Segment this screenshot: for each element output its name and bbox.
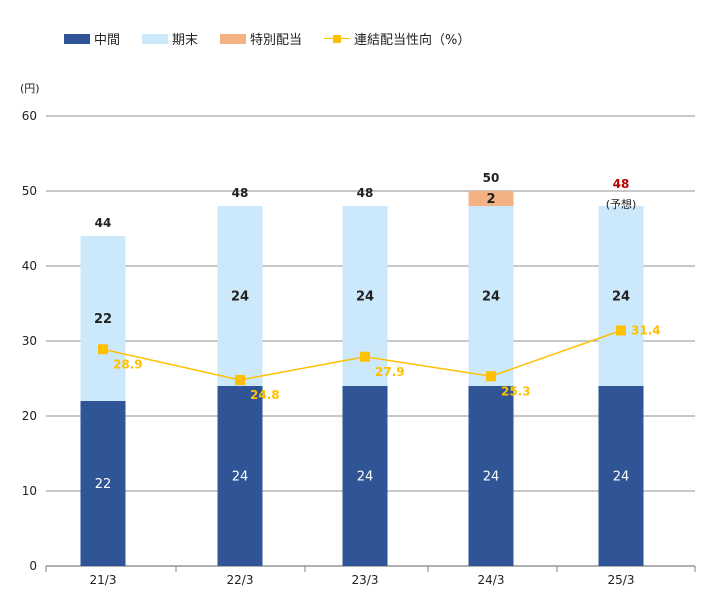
legend-label-interim: 中間 [94,33,121,48]
y-tick-label: 30 [22,334,37,348]
bar-total-label: 48 [232,186,249,200]
payout-ratio-marker [98,344,108,355]
y-tick-label: 10 [22,484,37,498]
bar-year-end [468,206,514,386]
bar-year-end-label: 24 [356,290,374,305]
bar-year-end [217,206,263,386]
legend-item-year-end: 期末 [142,29,198,48]
bar-interim-label: 22 [95,477,112,492]
x-tick-label: 24/3 [478,573,505,587]
bar-year-end-label: 24 [482,290,500,305]
x-tick-label: 25/3 [608,573,635,587]
legend-swatch-year-end [142,33,169,44]
legend-label-year-end: 期末 [172,33,199,48]
bar-total-label: 48 [357,186,374,200]
bar-special [468,191,514,206]
bar-special-label: 2 [486,192,495,207]
bar-interim [342,386,388,566]
bar-interim [598,386,644,566]
x-tick-label: 22/3 [227,573,254,587]
legend-swatch-interim [64,33,90,44]
payout-ratio-label: 31.4 [631,324,661,338]
bar-interim-label: 24 [483,470,500,485]
bar-interim-label: 24 [613,470,630,485]
legend-label-special: 特別配当 [250,33,303,48]
y-axis-unit-label: (円) [20,82,40,95]
bar-total-label-forecast: 48 [613,177,630,191]
bar-year-end [598,206,644,386]
legend-item-interim: 中間 [64,29,120,48]
y-tick-label: 40 [22,259,37,273]
bar-interim-label: 24 [357,470,374,485]
payout-ratio-label: 27.9 [375,365,405,379]
bar-interim [80,401,126,566]
bar-year-end [80,236,126,401]
bar-year-end-label: 24 [231,290,249,305]
forecast-note: (予想) [606,197,637,211]
bar-year-end-label: 24 [612,290,630,305]
y-tick-label: 60 [22,109,37,123]
payout-ratio-label: 25.3 [501,384,531,398]
legend-item-payout: 連結配当性向（%） [324,29,470,48]
payout-ratio-marker [486,371,496,382]
payout-ratio-label: 24.8 [250,388,280,402]
bar-total-label: 44 [95,216,112,230]
legend-swatch-special [220,33,247,44]
legend-item-special: 特別配当 [220,29,302,48]
x-tick-label: 23/3 [352,573,379,587]
payout-ratio-label: 28.9 [113,357,143,371]
payout-ratio-marker [616,325,626,336]
x-tick-label: 21/3 [90,573,117,587]
bar-total-label: 50 [483,171,500,185]
bar-interim [217,386,263,566]
bar-year-end-label: 22 [94,312,112,327]
payout-ratio-marker [360,351,370,362]
legend-label-payout: 連結配当性向（%） [354,33,471,48]
payout-ratio-marker [235,375,245,385]
y-tick-label: 50 [22,184,37,198]
y-tick-label: 0 [29,559,37,573]
bar-interim-label: 24 [232,470,249,485]
y-tick-label: 20 [22,409,37,423]
legend: 中間 期末 特別配当 連結配当性向（%） [64,29,492,48]
bar-interim [468,386,514,566]
legend-swatch-payout [324,34,351,44]
